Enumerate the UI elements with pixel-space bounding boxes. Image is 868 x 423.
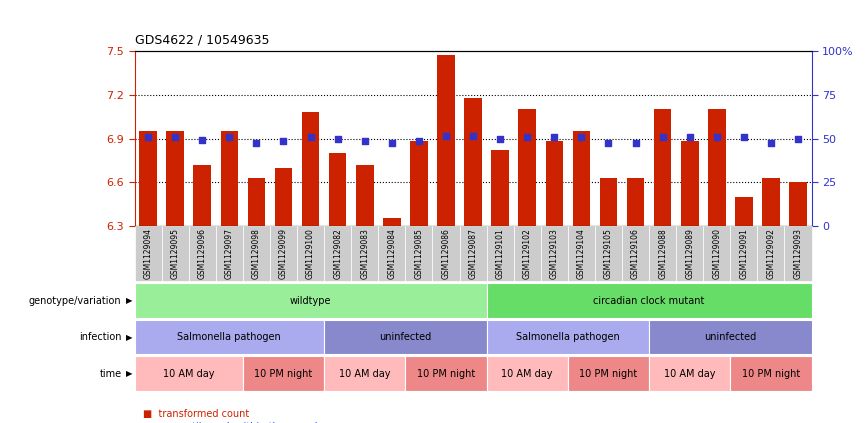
Point [520,134,534,140]
Text: GSM1129090: GSM1129090 [713,228,721,279]
Bar [600,178,617,226]
Point [602,140,615,146]
Bar [789,182,807,226]
Text: GSM1129084: GSM1129084 [387,228,397,279]
Point [412,138,426,145]
Text: GSM1129104: GSM1129104 [577,228,586,279]
Bar [383,217,401,226]
Point [195,137,209,143]
Text: 10 PM night: 10 PM night [417,368,475,379]
Point [277,138,291,145]
Bar [274,168,293,226]
Point [331,135,345,142]
Text: GSM1129105: GSM1129105 [604,228,613,279]
Text: GSM1129095: GSM1129095 [171,228,180,279]
Bar [194,165,211,226]
Bar [518,109,536,226]
Point [737,134,751,140]
Point [304,134,318,140]
Point [168,134,182,140]
Text: time: time [100,368,122,379]
Text: ■  transformed count: ■ transformed count [143,409,249,419]
Text: genotype/variation: genotype/variation [29,296,122,306]
Text: GSM1129096: GSM1129096 [198,228,207,279]
Text: GSM1129092: GSM1129092 [766,228,775,279]
Point [628,140,642,146]
Text: GSM1129103: GSM1129103 [549,228,559,279]
Bar [437,55,455,226]
Text: GSM1129097: GSM1129097 [225,228,233,279]
Text: GSM1129094: GSM1129094 [143,228,153,279]
Text: GSM1129085: GSM1129085 [414,228,424,279]
Text: ▶: ▶ [126,296,132,305]
Point [222,134,236,140]
Bar [329,153,346,226]
Bar [356,165,373,226]
Text: GSM1129088: GSM1129088 [658,228,667,279]
Bar [220,131,238,226]
Text: 10 AM day: 10 AM day [502,368,553,379]
Point [655,134,669,140]
Point [493,135,507,142]
Text: GSM1129087: GSM1129087 [469,228,477,279]
Bar [573,131,590,226]
Text: infection: infection [79,332,122,342]
Text: GSM1129086: GSM1129086 [442,228,450,279]
Text: circadian clock mutant: circadian clock mutant [594,296,705,306]
Text: 10 PM night: 10 PM night [254,368,312,379]
Text: 10 AM day: 10 AM day [339,368,391,379]
Text: GSM1129089: GSM1129089 [685,228,694,279]
Bar [708,109,726,226]
Bar [627,178,644,226]
Text: ▶: ▶ [126,369,132,378]
Bar [681,141,699,226]
Text: GDS4622 / 10549635: GDS4622 / 10549635 [135,34,269,47]
Bar [491,150,509,226]
Text: uninfected: uninfected [379,332,431,342]
Point [466,132,480,139]
Bar [654,109,672,226]
Point [710,134,724,140]
Text: GSM1129106: GSM1129106 [631,228,640,279]
Bar [302,112,319,226]
Text: GSM1129082: GSM1129082 [333,228,342,279]
Point [791,135,805,142]
Text: GSM1129099: GSM1129099 [279,228,288,279]
Bar [735,197,753,226]
Text: 10 AM day: 10 AM day [664,368,715,379]
Text: wildtype: wildtype [290,296,332,306]
Text: uninfected: uninfected [704,332,756,342]
Point [548,134,562,140]
Bar [167,131,184,226]
Text: Salmonella pathogen: Salmonella pathogen [516,332,620,342]
Text: GSM1129098: GSM1129098 [252,228,261,279]
Point [683,134,697,140]
Point [764,140,778,146]
Point [439,132,453,139]
Point [249,140,263,146]
Bar [139,131,157,226]
Bar [247,178,266,226]
Bar [545,141,563,226]
Text: GSM1129102: GSM1129102 [523,228,532,279]
Bar [410,141,428,226]
Text: GSM1129093: GSM1129093 [793,228,803,279]
Point [141,134,155,140]
Text: ■  percentile rank within the sample: ■ percentile rank within the sample [143,422,324,423]
Point [358,138,372,145]
Bar [464,98,482,226]
Text: 10 PM night: 10 PM night [579,368,638,379]
Text: GSM1129100: GSM1129100 [306,228,315,279]
Point [385,140,398,146]
Point [575,134,589,140]
Text: 10 PM night: 10 PM night [742,368,800,379]
Text: Salmonella pathogen: Salmonella pathogen [177,332,281,342]
Text: GSM1129083: GSM1129083 [360,228,369,279]
Text: ▶: ▶ [126,332,132,342]
Text: GSM1129091: GSM1129091 [740,228,748,279]
Text: GSM1129101: GSM1129101 [496,228,504,279]
Text: 10 AM day: 10 AM day [163,368,214,379]
Bar [762,178,779,226]
